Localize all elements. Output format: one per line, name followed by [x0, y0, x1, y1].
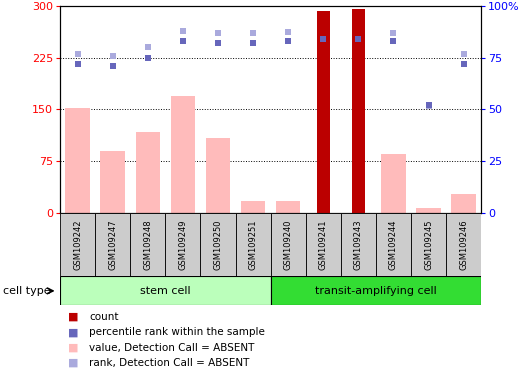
Text: cell type: cell type [3, 286, 50, 296]
Bar [60, 276, 271, 305]
Text: GSM109245: GSM109245 [424, 220, 433, 270]
Bar [206, 139, 230, 213]
Text: transit-amplifying cell: transit-amplifying cell [315, 286, 437, 296]
Text: count: count [89, 312, 118, 322]
Bar [416, 208, 441, 213]
Text: ■: ■ [68, 327, 78, 337]
Text: GSM109249: GSM109249 [178, 220, 187, 270]
Bar [306, 213, 341, 276]
Bar [200, 213, 235, 276]
Text: GSM109251: GSM109251 [248, 220, 258, 270]
Text: GSM109241: GSM109241 [319, 220, 328, 270]
Bar [451, 194, 476, 213]
Text: GSM109243: GSM109243 [354, 220, 363, 270]
Bar [351, 9, 365, 213]
Bar [165, 213, 200, 276]
Bar [271, 213, 306, 276]
Bar [376, 213, 411, 276]
Bar [241, 201, 265, 213]
Bar [60, 213, 95, 276]
Bar [235, 213, 271, 276]
Text: GSM109242: GSM109242 [73, 220, 82, 270]
Text: GSM109247: GSM109247 [108, 220, 117, 270]
Text: ■: ■ [68, 358, 78, 368]
Bar [100, 151, 125, 213]
Text: rank, Detection Call = ABSENT: rank, Detection Call = ABSENT [89, 358, 249, 368]
Bar [381, 154, 406, 213]
Text: ■: ■ [68, 312, 78, 322]
Text: percentile rank within the sample: percentile rank within the sample [89, 327, 265, 337]
Bar [411, 213, 446, 276]
Bar [65, 108, 90, 213]
Text: value, Detection Call = ABSENT: value, Detection Call = ABSENT [89, 343, 254, 353]
Bar [276, 201, 301, 213]
Text: ■: ■ [68, 343, 78, 353]
Text: GSM109248: GSM109248 [143, 220, 152, 270]
Text: GSM109244: GSM109244 [389, 220, 398, 270]
Bar [446, 213, 481, 276]
Bar [341, 213, 376, 276]
Text: stem cell: stem cell [140, 286, 191, 296]
Bar [271, 276, 481, 305]
Text: GSM109240: GSM109240 [283, 220, 293, 270]
Text: GSM109250: GSM109250 [213, 220, 222, 270]
Bar [95, 213, 130, 276]
Text: GSM109246: GSM109246 [459, 220, 468, 270]
Bar [316, 11, 330, 213]
Bar [170, 96, 195, 213]
Bar [130, 213, 165, 276]
Bar [135, 132, 160, 213]
